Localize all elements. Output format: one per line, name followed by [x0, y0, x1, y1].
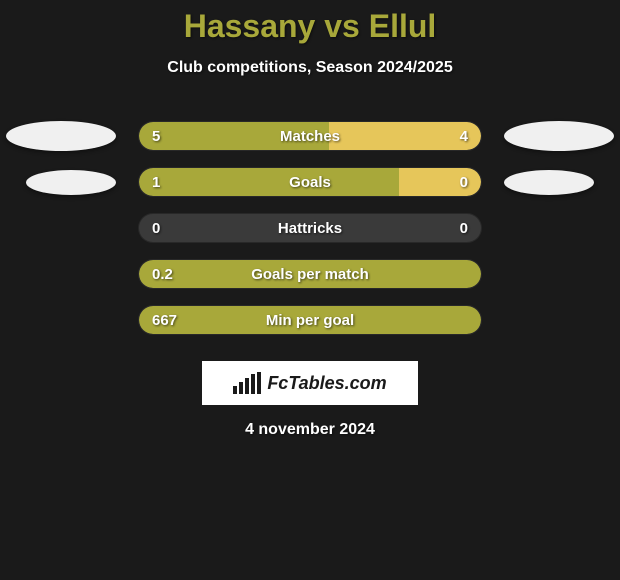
bar-track	[138, 121, 482, 151]
stat-row-min-per-goal: 667 Min per goal	[0, 297, 620, 343]
comparison-infographic: Hassany vs Ellul Club competitions, Seas…	[0, 0, 620, 580]
stats-area: 5 Matches 4 1 Goals 0 0 Hattricks	[0, 113, 620, 343]
stat-row-goals-per-match: 0.2 Goals per match	[0, 251, 620, 297]
bar-right	[329, 122, 481, 150]
bar-track	[138, 305, 482, 335]
player-avatar-right	[504, 121, 614, 151]
player-avatar-right	[504, 170, 594, 195]
stat-row-goals: 1 Goals 0	[0, 159, 620, 205]
bar-track	[138, 167, 482, 197]
page-title: Hassany vs Ellul	[0, 0, 620, 45]
bar-left	[139, 122, 329, 150]
fctables-logo: FcTables.com	[202, 361, 418, 405]
bar-right	[399, 168, 481, 196]
logo-text: FcTables.com	[267, 373, 386, 394]
bar-left	[139, 306, 481, 334]
bar-left	[139, 168, 399, 196]
date-label: 4 november 2024	[0, 421, 620, 439]
bar-track	[138, 259, 482, 289]
player-avatar-left	[6, 121, 116, 151]
bar-left	[139, 260, 481, 288]
stat-row-hattricks: 0 Hattricks 0	[0, 205, 620, 251]
player-avatar-left	[26, 170, 116, 195]
stat-row-matches: 5 Matches 4	[0, 113, 620, 159]
bar-track	[138, 213, 482, 243]
chart-icon	[233, 372, 261, 394]
subtitle: Club competitions, Season 2024/2025	[0, 59, 620, 77]
